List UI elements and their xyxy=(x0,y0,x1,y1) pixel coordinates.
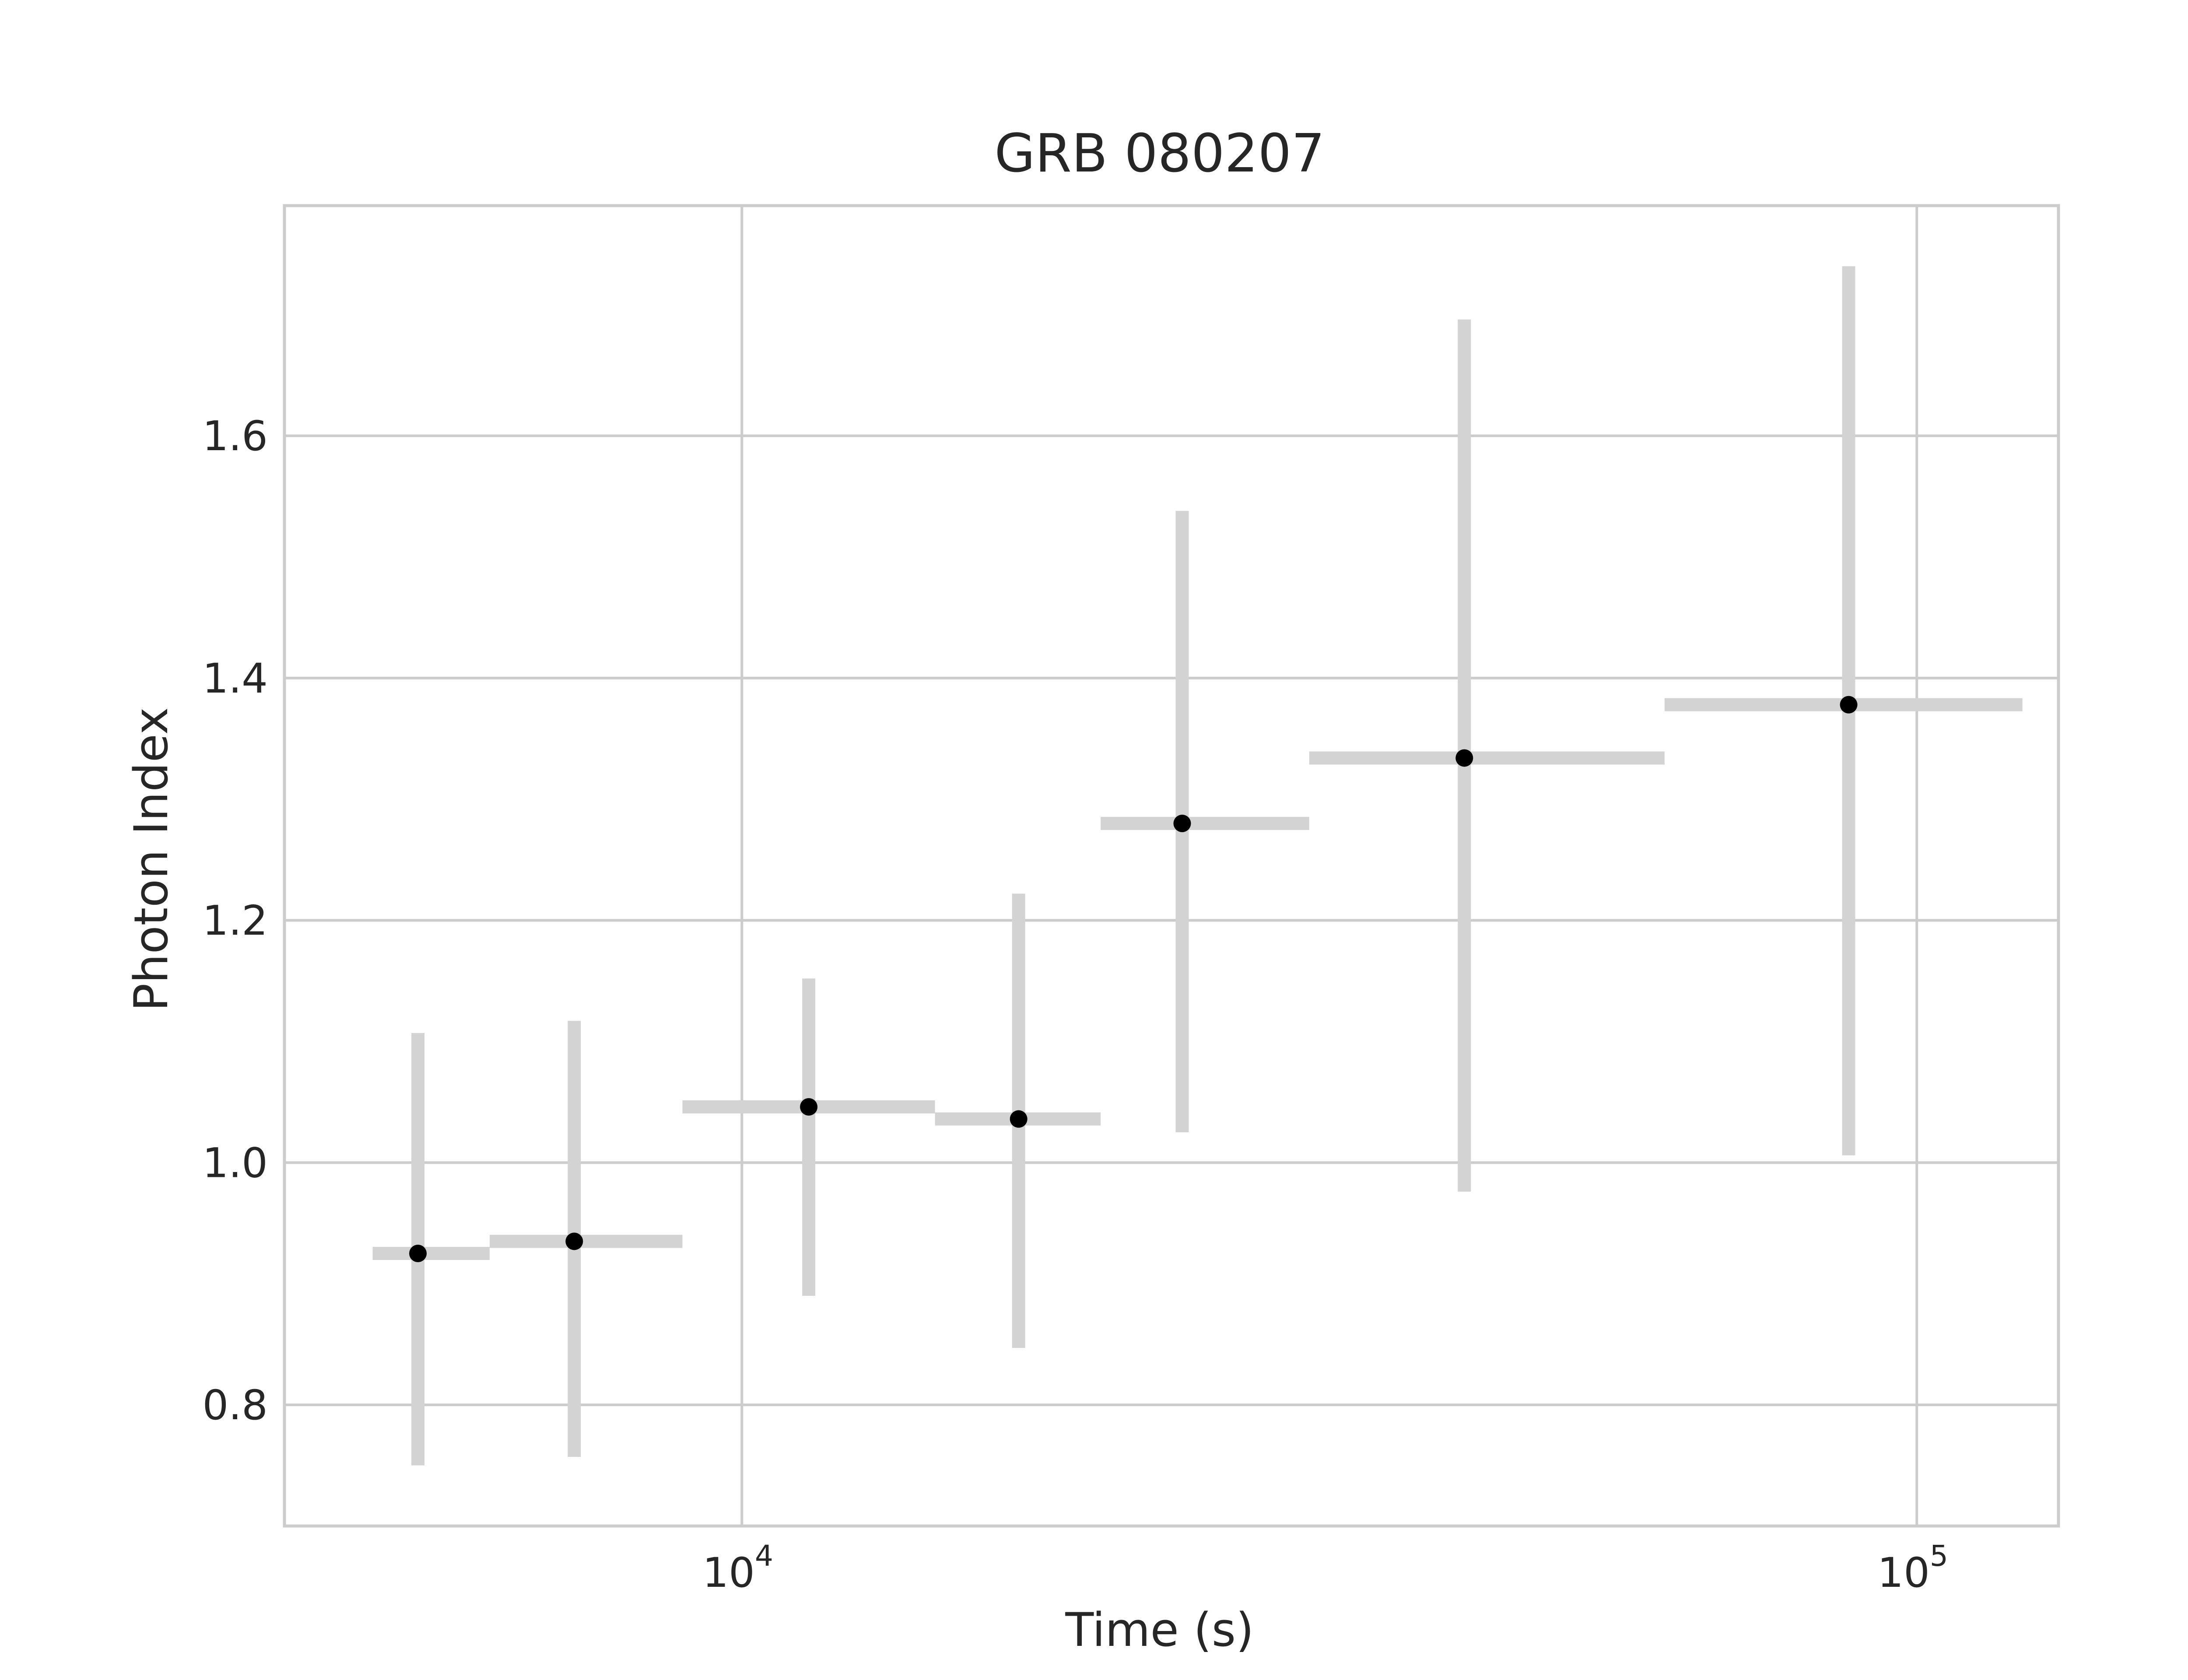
data-point xyxy=(800,1098,818,1116)
data-points xyxy=(409,696,1858,1263)
y-tick-label: 1.2 xyxy=(203,897,268,945)
data-point xyxy=(1455,749,1473,767)
y-tick-label: 0.8 xyxy=(203,1382,268,1429)
data-point xyxy=(1010,1110,1027,1128)
data-point xyxy=(565,1232,583,1250)
y-tick-label: 1.6 xyxy=(203,413,268,460)
data-point xyxy=(1840,696,1858,714)
x-axis-ticks: 104 105 xyxy=(702,1539,1948,1597)
plot-frame xyxy=(283,204,2060,1528)
y-tick-label: 1.0 xyxy=(203,1139,268,1187)
y-axis-label: Photon Index xyxy=(124,707,178,1011)
data-point xyxy=(1173,815,1191,833)
x-tick-label: 105 xyxy=(1877,1539,1948,1597)
x-axis-label: Time (s) xyxy=(1065,1603,1254,1657)
y-axis-ticks: 0.8 1.0 1.2 1.4 1.6 xyxy=(203,413,268,1429)
x-tick-label: 104 xyxy=(702,1539,773,1597)
data-point xyxy=(409,1245,427,1263)
y-tick-label: 1.4 xyxy=(203,655,268,703)
chart-title: GRB 080207 xyxy=(995,123,1325,184)
